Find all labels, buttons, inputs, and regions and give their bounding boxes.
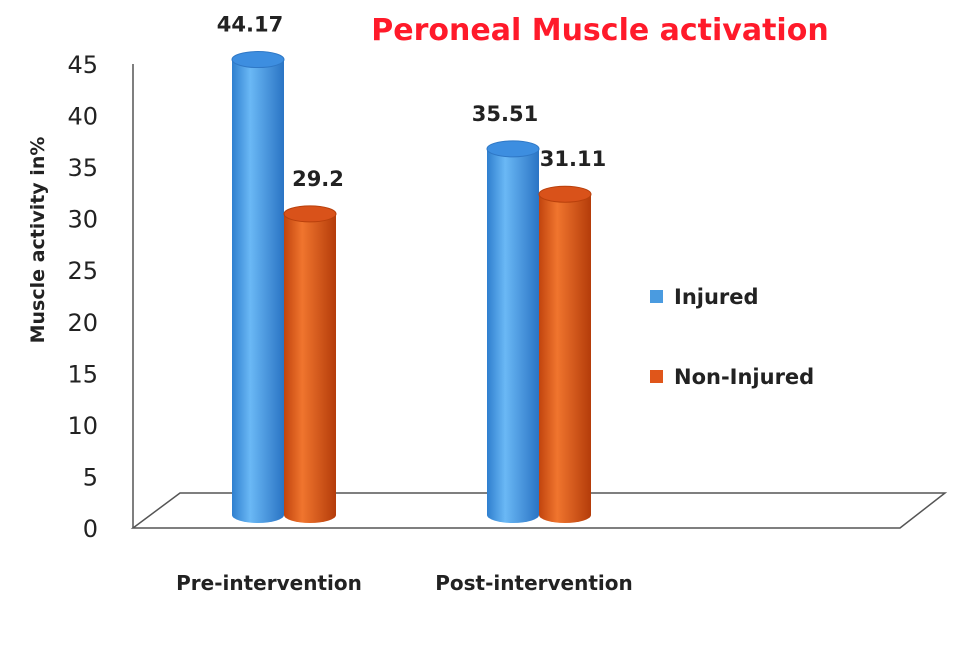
- bar-body: [232, 59, 284, 523]
- legend-label: Non-Injured: [674, 365, 814, 389]
- y-tick-label: 40: [67, 103, 98, 131]
- data-label: 29.2: [292, 167, 344, 191]
- bar-top: [231, 51, 285, 69]
- y-tick-label: 10: [67, 412, 98, 440]
- bar-top: [538, 185, 592, 203]
- y-tick-label: 45: [67, 51, 98, 79]
- data-label: 44.17: [217, 13, 283, 37]
- chart-title: Peroneal Muscle activation: [371, 13, 828, 48]
- bar-injured-1: [486, 140, 540, 523]
- y-tick-label: 25: [67, 257, 98, 285]
- bar-body: [539, 194, 591, 524]
- legend-swatch: [650, 370, 663, 383]
- bar-body: [487, 148, 539, 523]
- data-label: 35.51: [472, 102, 538, 126]
- bar-injured-0: [231, 51, 285, 523]
- y-tick-label: 5: [83, 463, 98, 491]
- bar-non-injured-1: [538, 185, 592, 524]
- bar-top: [486, 140, 540, 158]
- bar-top: [283, 205, 337, 223]
- y-tick-label: 0: [83, 515, 98, 543]
- y-axis-label: Muscle activity in%: [27, 137, 49, 344]
- y-tick-label: 35: [67, 154, 98, 182]
- x-tick-label: Post-intervention: [435, 571, 632, 595]
- y-tick-label: 30: [67, 206, 98, 234]
- bar-body: [284, 213, 336, 523]
- y-tick-label: 15: [67, 360, 98, 388]
- legend-label: Injured: [674, 285, 759, 309]
- x-tick-label: Pre-intervention: [176, 571, 362, 595]
- y-tick-label: 20: [67, 309, 98, 337]
- bar-non-injured-0: [283, 205, 337, 523]
- legend-swatch: [650, 290, 663, 303]
- data-label: 31.11: [540, 147, 606, 171]
